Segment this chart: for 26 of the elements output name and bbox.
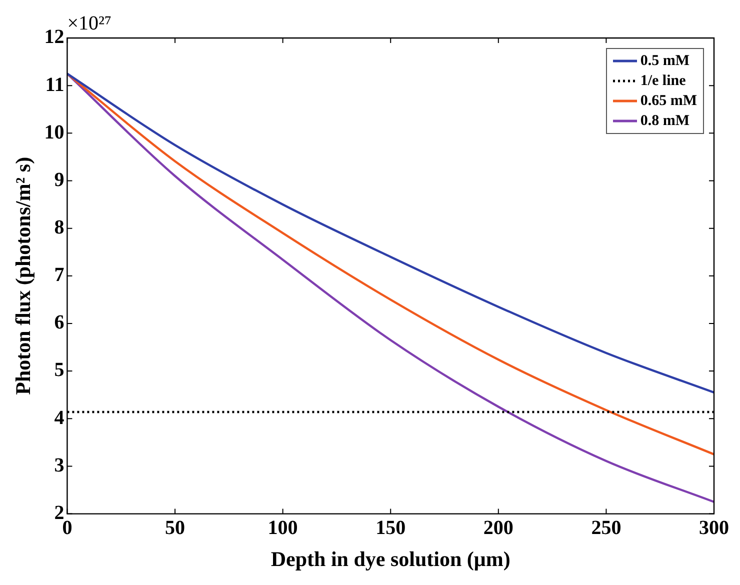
x-tick-label: 300 <box>699 516 729 539</box>
y-axis-title: Photon flux (photons/m² s) <box>11 156 36 395</box>
legend-label: 1/e line <box>640 72 686 91</box>
x-tick-label: 200 <box>483 516 514 539</box>
x-tick-label: 250 <box>591 516 622 539</box>
legend-label: 0.65 mM <box>640 92 697 111</box>
x-tick-label: 100 <box>268 516 298 539</box>
line-series <box>67 72 714 394</box>
text: ×10²⁷ <box>67 12 112 34</box>
x-axis-title: Depth in dye solution (μm) <box>270 546 510 571</box>
y-tick-label: 8 <box>54 216 64 238</box>
y-tick-label: 7 <box>54 264 64 286</box>
legend-label: 0.5 mM <box>640 52 690 71</box>
y-tick-label: 9 <box>54 168 64 191</box>
legend-label: 0.8 mM <box>640 112 690 131</box>
y-tick-label: 5 <box>54 359 64 382</box>
x-tick-label: 150 <box>376 516 406 539</box>
y-tick-label: 4 <box>54 406 64 429</box>
y-tick-label: 11 <box>45 74 64 96</box>
y-tick-label: 6 <box>54 312 64 334</box>
x-tick-label: 0 <box>62 516 72 539</box>
y-tick-label: 12 <box>44 26 64 48</box>
x-tick-label: 50 <box>165 516 185 539</box>
y-tick-label: 2 <box>54 502 64 524</box>
y-tick-label: 3 <box>54 454 64 476</box>
y-tick-label: 10 <box>44 121 64 144</box>
